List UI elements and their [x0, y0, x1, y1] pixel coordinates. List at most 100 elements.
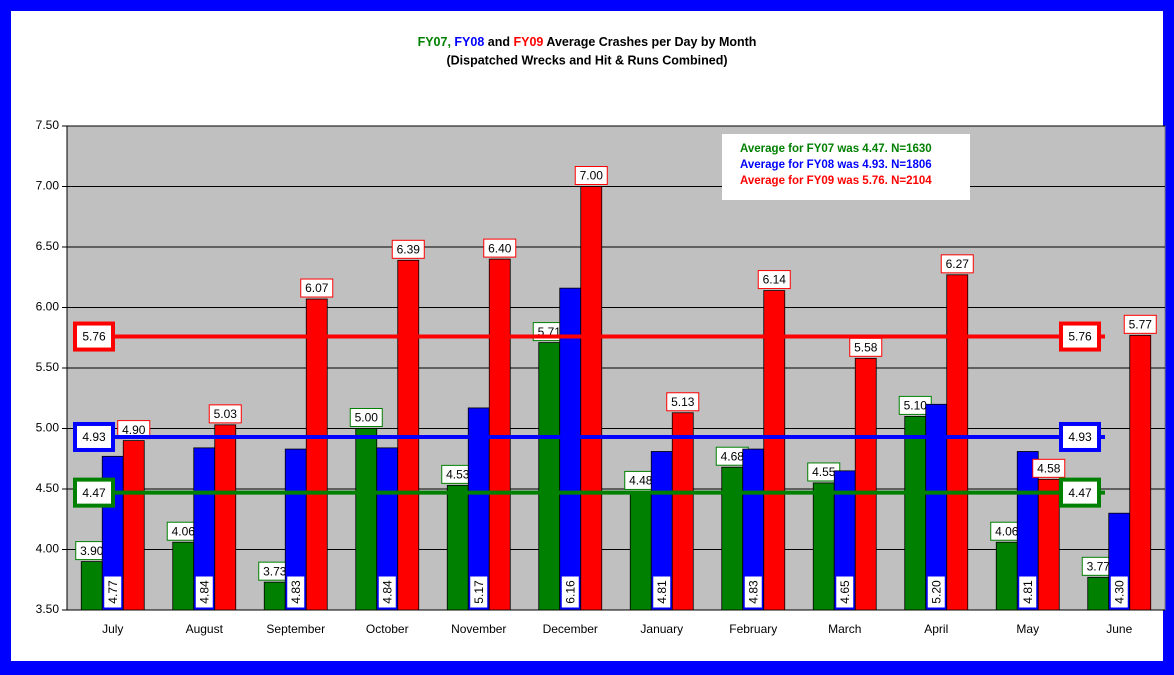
label-text: 5.77 — [1129, 318, 1153, 332]
x-tick-label: September — [266, 622, 325, 636]
label-box — [1018, 575, 1038, 609]
average-label: 4.93 — [82, 430, 106, 444]
label-text: 4.81 — [1021, 580, 1035, 604]
bar — [214, 424, 237, 611]
label-box — [194, 575, 214, 609]
label-box — [483, 238, 517, 258]
label-box — [666, 392, 700, 412]
label-text: 6.40 — [488, 241, 512, 255]
bar — [721, 466, 744, 611]
label-text: 4.65 — [838, 580, 852, 604]
label-text: 3.73 — [263, 564, 287, 578]
label-text: 4.55 — [812, 465, 836, 479]
y-tick-label: 5.50 — [36, 360, 60, 374]
label-text: 6.16 — [563, 580, 577, 604]
chart-title: FY07, FY08 and FY09 Average Crashes per … — [418, 35, 757, 49]
average-box — [1059, 321, 1101, 352]
value-label: 4.58 — [1032, 458, 1066, 478]
x-tick-label: July — [102, 622, 123, 636]
bar — [580, 186, 603, 611]
label-text: 4.90 — [122, 423, 146, 437]
title-part: Average Crashes per Day by Month — [546, 35, 756, 49]
value-label: 6.39 — [391, 239, 425, 259]
value-label: 4.77 — [103, 575, 123, 609]
value-label: 3.77 — [1081, 556, 1115, 576]
bar — [172, 541, 195, 611]
label-text: 3.77 — [1087, 560, 1111, 574]
value-label: 4.06 — [166, 521, 200, 541]
label-box — [940, 254, 974, 274]
label-box — [560, 575, 580, 609]
average-box — [73, 421, 115, 452]
label-text: 4.06 — [172, 524, 196, 538]
bar — [763, 290, 786, 611]
average-label: 5.76 — [82, 330, 106, 344]
bar — [671, 412, 694, 611]
bar — [305, 298, 328, 611]
average-box — [73, 321, 115, 352]
label-box — [349, 408, 383, 427]
bar — [946, 274, 969, 611]
title-part: and — [488, 35, 510, 49]
x-tick-label: April — [924, 622, 948, 636]
y-tick-label: 5.00 — [36, 421, 60, 435]
value-label: 6.07 — [300, 278, 334, 298]
y-tick-label: 4.50 — [36, 481, 60, 495]
value-label: 3.73 — [258, 561, 292, 581]
bar — [629, 491, 652, 611]
value-label: 4.81 — [1018, 575, 1038, 609]
bar — [854, 357, 877, 611]
value-label: 6.40 — [483, 238, 517, 258]
label-text: 4.84 — [380, 580, 394, 604]
value-label: 4.90 — [117, 420, 151, 440]
label-text: 6.14 — [763, 273, 787, 287]
label-text: 4.58 — [1037, 461, 1061, 475]
value-label: 4.68 — [715, 446, 749, 466]
label-box — [835, 575, 855, 609]
x-tick-label: May — [1016, 622, 1039, 636]
bar — [1129, 334, 1152, 611]
y-tick-label: 7.50 — [36, 118, 60, 132]
bar — [122, 440, 145, 611]
title-part: FY08 — [454, 35, 484, 49]
x-tick-label: November — [451, 622, 506, 636]
value-label: 4.81 — [652, 575, 672, 609]
x-tick-label: January — [640, 622, 683, 636]
bar — [263, 581, 286, 611]
bar — [80, 561, 103, 611]
x-tick-label: December — [543, 622, 598, 636]
average-label: 4.47 — [82, 486, 106, 500]
value-label: 5.58 — [849, 337, 883, 357]
label-box — [286, 575, 306, 609]
label-box — [652, 575, 672, 609]
legend-note: Average for FY09 was 5.76. N=2104 — [740, 175, 932, 187]
value-label: 4.30 — [1109, 575, 1129, 609]
average-label: 4.93 — [1068, 430, 1092, 444]
average-box — [73, 477, 115, 508]
label-text: 3.90 — [80, 544, 104, 558]
label-box — [1109, 575, 1129, 609]
label-text: 5.03 — [214, 407, 238, 421]
label-text: 4.83 — [746, 580, 760, 604]
label-box — [1123, 314, 1157, 334]
y-tick-label: 4.00 — [36, 542, 60, 556]
legend-note: Average for FY08 was 4.93. N=1806 — [740, 159, 932, 171]
value-label: 4.84 — [194, 575, 214, 609]
value-label: 5.77 — [1123, 314, 1157, 334]
bar — [488, 258, 511, 611]
bar — [1087, 576, 1110, 611]
label-box — [391, 239, 425, 259]
label-box — [743, 575, 763, 609]
bar — [355, 428, 378, 611]
value-label: 4.65 — [835, 575, 855, 609]
value-label: 5.13 — [666, 392, 700, 412]
x-tick-label: August — [186, 622, 224, 636]
x-tick-label: March — [828, 622, 861, 636]
label-box — [377, 575, 397, 609]
label-box — [926, 575, 946, 609]
label-text: 5.10 — [904, 399, 928, 413]
value-label: 4.48 — [624, 470, 658, 490]
x-tick-label: February — [729, 622, 777, 636]
label-text: 7.00 — [580, 169, 604, 183]
